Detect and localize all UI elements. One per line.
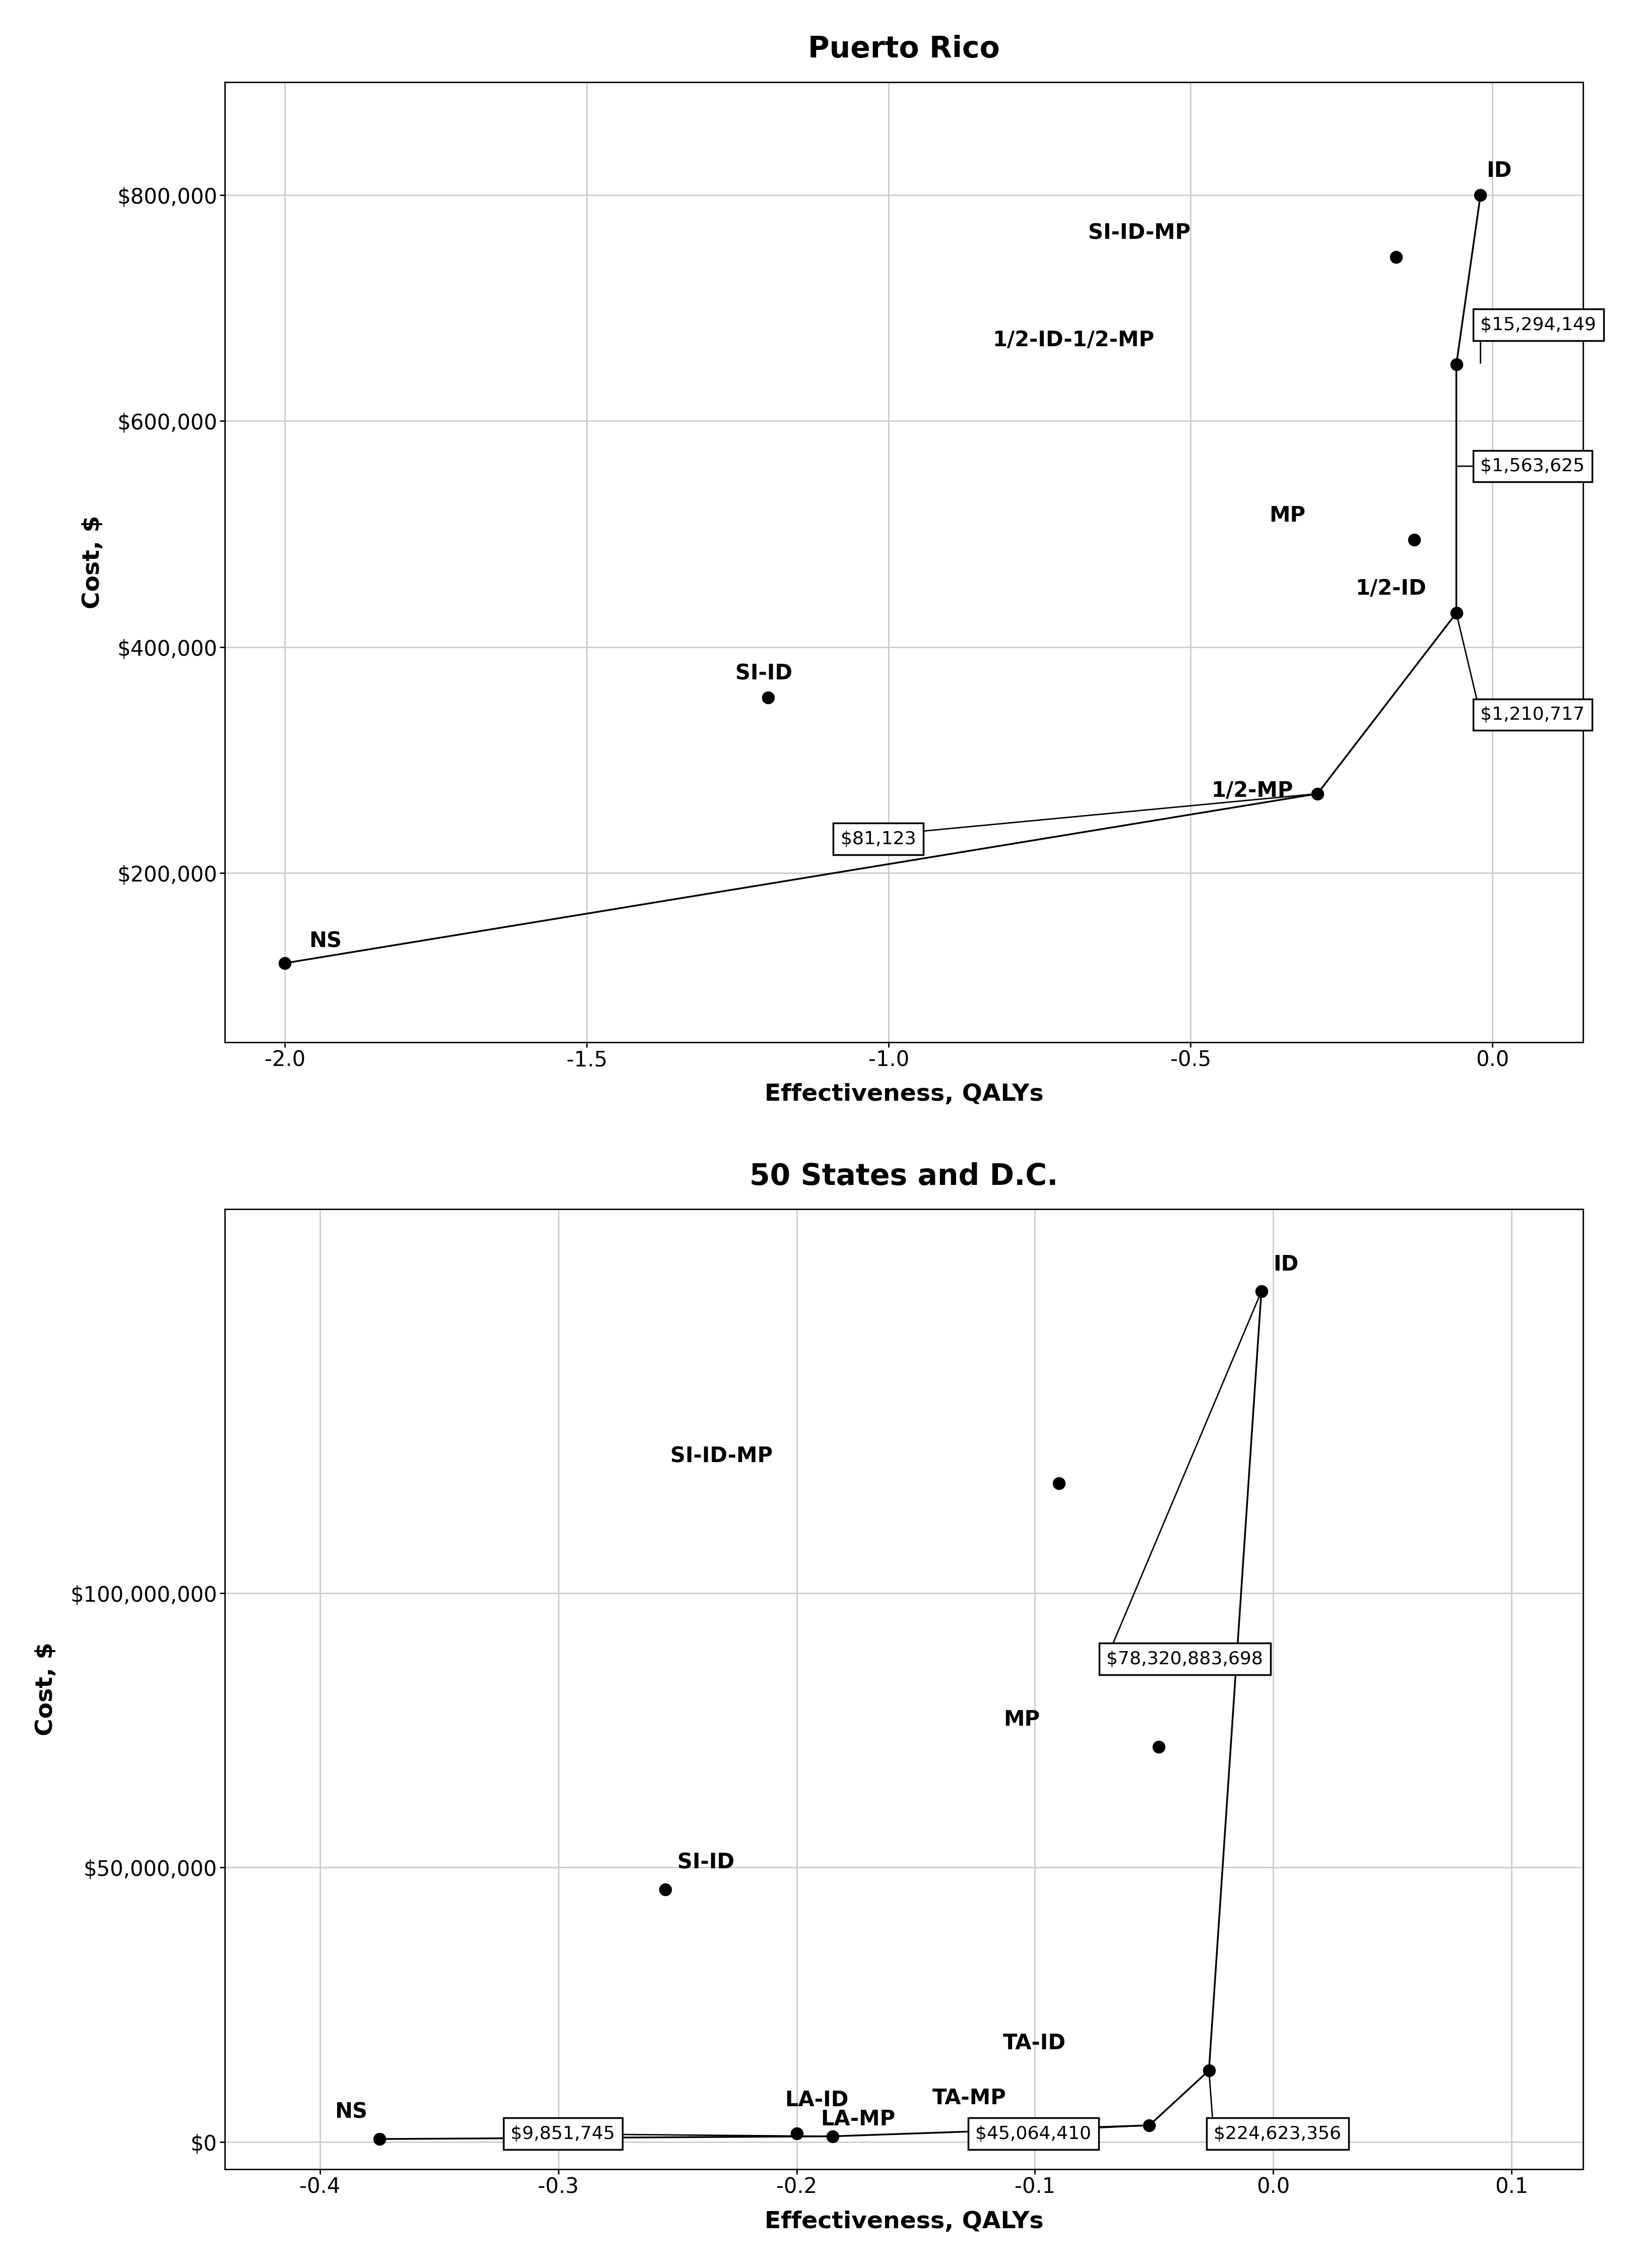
Text: SI-ID-MP: SI-ID-MP bbox=[670, 1445, 773, 1467]
Text: 1/2-ID-1/2-MP: 1/2-ID-1/2-MP bbox=[993, 329, 1155, 352]
Point bbox=[1400, 522, 1427, 558]
Text: $78,320,883,698: $78,320,883,698 bbox=[1106, 1651, 1263, 1667]
Point bbox=[1145, 1728, 1171, 1765]
Point bbox=[1468, 177, 1494, 213]
Text: MP: MP bbox=[1004, 1710, 1040, 1730]
X-axis label: Effectiveness, QALYs: Effectiveness, QALYs bbox=[765, 2211, 1043, 2234]
Y-axis label: Cost, $: Cost, $ bbox=[34, 1642, 57, 1735]
Text: $9,851,745: $9,851,745 bbox=[511, 2125, 614, 2141]
Text: NS: NS bbox=[310, 930, 342, 953]
Point bbox=[1137, 2107, 1163, 2143]
Point bbox=[367, 2121, 393, 2157]
Point bbox=[1248, 1272, 1274, 1309]
Text: MP: MP bbox=[1269, 506, 1305, 526]
Text: $1,210,717: $1,210,717 bbox=[1481, 705, 1586, 723]
Point bbox=[1045, 1465, 1071, 1501]
Text: SI-ID-MP: SI-ID-MP bbox=[1088, 222, 1191, 243]
Text: $224,623,356: $224,623,356 bbox=[1214, 2125, 1342, 2141]
Text: 1/2-ID: 1/2-ID bbox=[1355, 578, 1427, 599]
Point bbox=[783, 2116, 809, 2152]
Title: Puerto Rico: Puerto Rico bbox=[808, 34, 999, 64]
Y-axis label: Cost, $: Cost, $ bbox=[82, 515, 105, 608]
Point bbox=[1443, 594, 1469, 631]
Point bbox=[1443, 347, 1469, 383]
Point bbox=[652, 1871, 678, 1907]
Text: $1,563,625: $1,563,625 bbox=[1481, 458, 1586, 474]
Title: 50 States and D.C.: 50 States and D.C. bbox=[750, 1161, 1058, 1191]
Text: TA-ID: TA-ID bbox=[1002, 2032, 1066, 2055]
Text: TA-MP: TA-MP bbox=[932, 2087, 1006, 2109]
Text: ID: ID bbox=[1487, 161, 1512, 181]
Text: $81,123: $81,123 bbox=[840, 830, 916, 848]
Text: NS: NS bbox=[334, 2102, 367, 2123]
Point bbox=[272, 946, 298, 982]
Text: $45,064,410: $45,064,410 bbox=[975, 2125, 1091, 2141]
Point bbox=[1304, 776, 1330, 812]
Text: ID: ID bbox=[1273, 1254, 1299, 1275]
Text: LA-MP: LA-MP bbox=[821, 2109, 894, 2130]
Point bbox=[819, 2118, 845, 2155]
Point bbox=[1196, 2053, 1222, 2089]
Point bbox=[1382, 238, 1409, 274]
Text: SI-ID: SI-ID bbox=[678, 1851, 734, 1873]
Text: 1/2-MP: 1/2-MP bbox=[1212, 780, 1294, 801]
Text: SI-ID: SI-ID bbox=[735, 662, 793, 685]
Text: $15,294,149: $15,294,149 bbox=[1481, 318, 1597, 333]
Text: LA-ID: LA-ID bbox=[785, 2089, 848, 2112]
X-axis label: Effectiveness, QALYs: Effectiveness, QALYs bbox=[765, 1084, 1043, 1107]
Point bbox=[755, 680, 781, 717]
